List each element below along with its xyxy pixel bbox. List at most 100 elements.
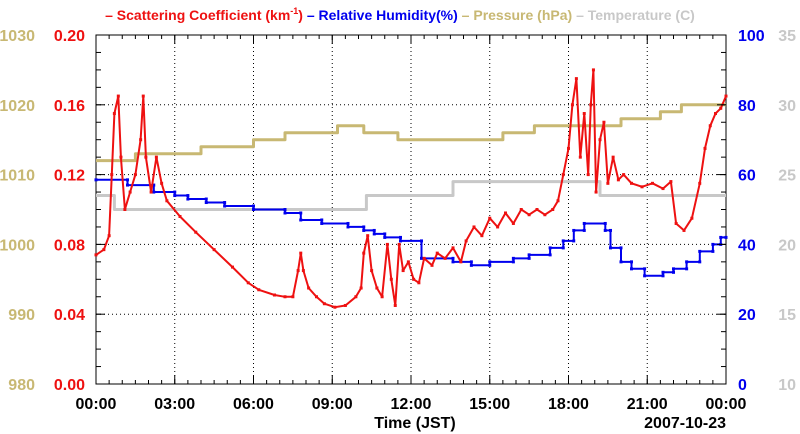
data-point — [362, 228, 366, 232]
data-point — [488, 216, 492, 220]
data-point — [299, 251, 303, 255]
data-point — [690, 216, 694, 220]
x-tick-label: 06:00 — [233, 396, 274, 413]
data-point — [682, 228, 686, 232]
data-point — [469, 260, 473, 264]
humidity-tick-label: 60 — [738, 168, 756, 185]
data-point — [603, 228, 607, 232]
data-point — [606, 181, 610, 185]
data-point — [123, 208, 127, 211]
data-point — [548, 246, 552, 250]
data-point — [110, 173, 114, 177]
data-point — [616, 178, 620, 182]
data-point — [139, 138, 143, 142]
data-point — [630, 260, 633, 264]
data-point — [320, 218, 324, 222]
scattering-tick-label: 0.20 — [54, 28, 85, 45]
data-point — [126, 178, 129, 182]
data-point — [598, 138, 602, 142]
temperature-tick-label: 20 — [778, 237, 796, 254]
data-point — [548, 253, 552, 257]
humidity-tick-label: 20 — [738, 307, 756, 324]
scattering-tick-label: 0.16 — [54, 98, 85, 115]
data-point — [451, 256, 455, 260]
title-part: – Relative Humidity(%) — [303, 7, 458, 23]
data-point — [252, 208, 255, 211]
series-line — [96, 178, 726, 277]
data-point — [112, 112, 116, 116]
data-point — [527, 256, 531, 260]
scattering-tick-label: 0.12 — [54, 168, 85, 185]
x-tick-label: 00:00 — [76, 396, 117, 413]
data-point — [586, 173, 590, 177]
data-point — [582, 221, 586, 225]
data-point — [385, 242, 389, 246]
data-point — [160, 181, 164, 185]
data-point — [459, 260, 463, 264]
data-point — [422, 256, 426, 260]
data-point — [619, 246, 623, 250]
data-point — [556, 199, 560, 203]
data-point — [133, 173, 137, 177]
data-point — [144, 155, 148, 159]
data-point — [643, 274, 647, 278]
data-point — [186, 197, 190, 201]
data-point — [719, 106, 723, 110]
data-point — [451, 246, 455, 250]
data-point — [640, 185, 644, 189]
data-point — [178, 214, 182, 218]
data-point — [149, 190, 153, 194]
x-tick-label: 15:00 — [469, 396, 510, 413]
data-point — [283, 211, 287, 215]
x-tick-label: 18:00 — [548, 396, 589, 413]
data-point — [609, 246, 612, 250]
scattering-tick-label: 0.04 — [54, 307, 85, 324]
series-line — [96, 103, 726, 163]
data-point — [591, 68, 595, 72]
data-point — [488, 263, 492, 267]
temperature-tick-label: 30 — [778, 98, 796, 115]
data-point — [685, 260, 689, 264]
scattering-tick-label: 0.00 — [54, 377, 85, 394]
data-point — [711, 242, 715, 246]
grid — [96, 35, 726, 384]
data-point — [116, 94, 120, 98]
data-point — [420, 239, 423, 243]
data-point — [582, 228, 586, 232]
data-point — [301, 269, 305, 273]
data-point — [393, 303, 397, 307]
pressure-tick-label: 1010 — [0, 168, 35, 185]
data-point — [291, 295, 295, 299]
humidity-tick-label: 0 — [738, 377, 747, 394]
data-point — [711, 249, 715, 253]
data-point — [173, 190, 177, 194]
data-point — [383, 235, 387, 239]
data-point — [296, 269, 300, 273]
data-point — [375, 286, 379, 290]
data-point — [602, 120, 606, 124]
pressure-tick-label: 1030 — [0, 28, 35, 45]
data-point — [698, 181, 702, 185]
data-point — [561, 239, 565, 243]
data-point — [107, 234, 111, 238]
data-point — [141, 94, 145, 98]
data-point — [204, 201, 208, 205]
data-point — [551, 208, 555, 211]
data-point — [372, 232, 376, 236]
data-point — [724, 235, 728, 239]
data-point — [469, 263, 473, 267]
data-point — [354, 295, 358, 299]
data-point — [399, 235, 402, 239]
data-point — [231, 265, 234, 269]
data-point — [661, 187, 665, 191]
data-point — [643, 267, 647, 271]
date-label: 2007-10-23 — [644, 415, 726, 432]
data-point — [630, 267, 633, 271]
data-point — [380, 295, 384, 299]
data-point — [362, 251, 366, 255]
scattering-tick-label: 0.08 — [54, 237, 85, 254]
pressure-tick-label: 1020 — [0, 98, 35, 115]
data-point — [126, 183, 129, 187]
title-part: – Scattering Coefficient (km — [105, 7, 290, 23]
x-tick-label: 03:00 — [154, 396, 195, 413]
